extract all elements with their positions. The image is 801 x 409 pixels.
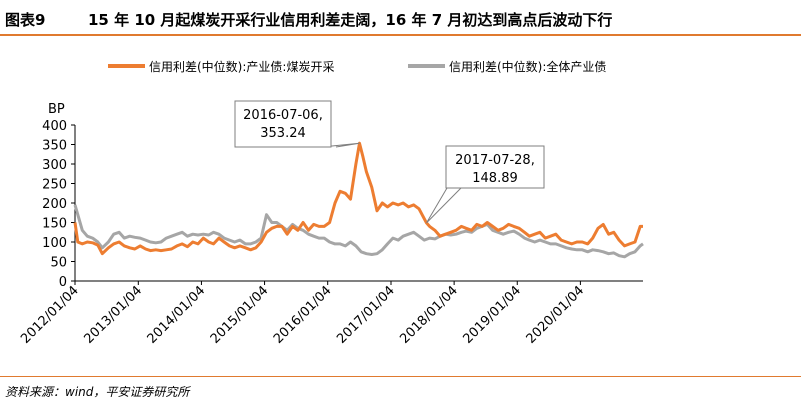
footer-rule xyxy=(0,376,801,377)
x-tick-label: 2013/01/04 xyxy=(82,283,146,347)
series-layer xyxy=(73,141,644,259)
x-tick-label: 2014/01/04 xyxy=(145,283,209,347)
x-tick-label: 2017/01/04 xyxy=(334,283,398,347)
series-line-coal-mining xyxy=(73,141,643,256)
figure-title: 15 年 10 月起煤炭开采行业信用利差走阔，16 年 7 月初达到高点后波动下… xyxy=(88,11,613,29)
callout-text: 2016-07-06, xyxy=(243,108,323,123)
callout-pointer xyxy=(426,187,462,224)
x-tick-label: 2015/01/04 xyxy=(208,283,272,347)
y-tick-label: 100 xyxy=(42,236,67,251)
callout-box xyxy=(445,145,545,189)
callout-text: 148.89 xyxy=(472,171,518,186)
callout-text: 2017-07-28, xyxy=(455,153,535,168)
x-tick-label: 2018/01/04 xyxy=(397,283,461,347)
y-tick-label: 150 xyxy=(42,217,67,232)
source-note: 资料来源：wind，平安证券研究所 xyxy=(5,385,190,399)
credit-spread-line-chart: 信用利差(中位数):产业债:煤炭开采 信用利差(中位数):全体产业债 BP 0 5… xyxy=(18,59,644,347)
x-tick-label: 2016/01/04 xyxy=(271,283,335,347)
y-tick-label: 0 xyxy=(59,275,67,290)
y-tick-label: 400 xyxy=(42,119,67,134)
x-tick-label: 2020/01/04 xyxy=(524,283,588,347)
chart-axes: 0 50 100 150 200 250 300 350 400 2012/01/04 2013/0… xyxy=(18,119,643,347)
legend-label-all: 信用利差(中位数):全体产业债 xyxy=(449,59,606,74)
y-tick-label: 350 xyxy=(42,139,67,154)
callout-text: 353.24 xyxy=(260,126,306,141)
annotation-layer: 2016-07-06, 353.24 2017-07-28, 148.89 xyxy=(234,100,545,224)
figure-header: 图表9 15 年 10 月起煤炭开采行业信用利差走阔，16 年 7 月初达到高点… xyxy=(0,0,801,36)
x-tick-label: 2012/01/04 xyxy=(18,283,82,347)
y-axis-label: BP xyxy=(48,102,65,117)
figure-label: 图表9 xyxy=(5,11,46,29)
header-rule xyxy=(0,34,801,36)
callout-box xyxy=(234,100,332,148)
y-tick-label: 250 xyxy=(42,178,67,193)
chart-legend: 信用利差(中位数):产业债:煤炭开采 信用利差(中位数):全体产业债 xyxy=(108,59,606,74)
y-tick-label: 50 xyxy=(50,256,67,271)
legend-label-coal: 信用利差(中位数):产业债:煤炭开采 xyxy=(149,59,334,74)
series-line-all-industry xyxy=(73,204,644,259)
y-tick-label: 300 xyxy=(42,158,67,173)
y-tick-label: 200 xyxy=(42,197,67,212)
x-tick-label: 2019/01/04 xyxy=(460,283,524,347)
